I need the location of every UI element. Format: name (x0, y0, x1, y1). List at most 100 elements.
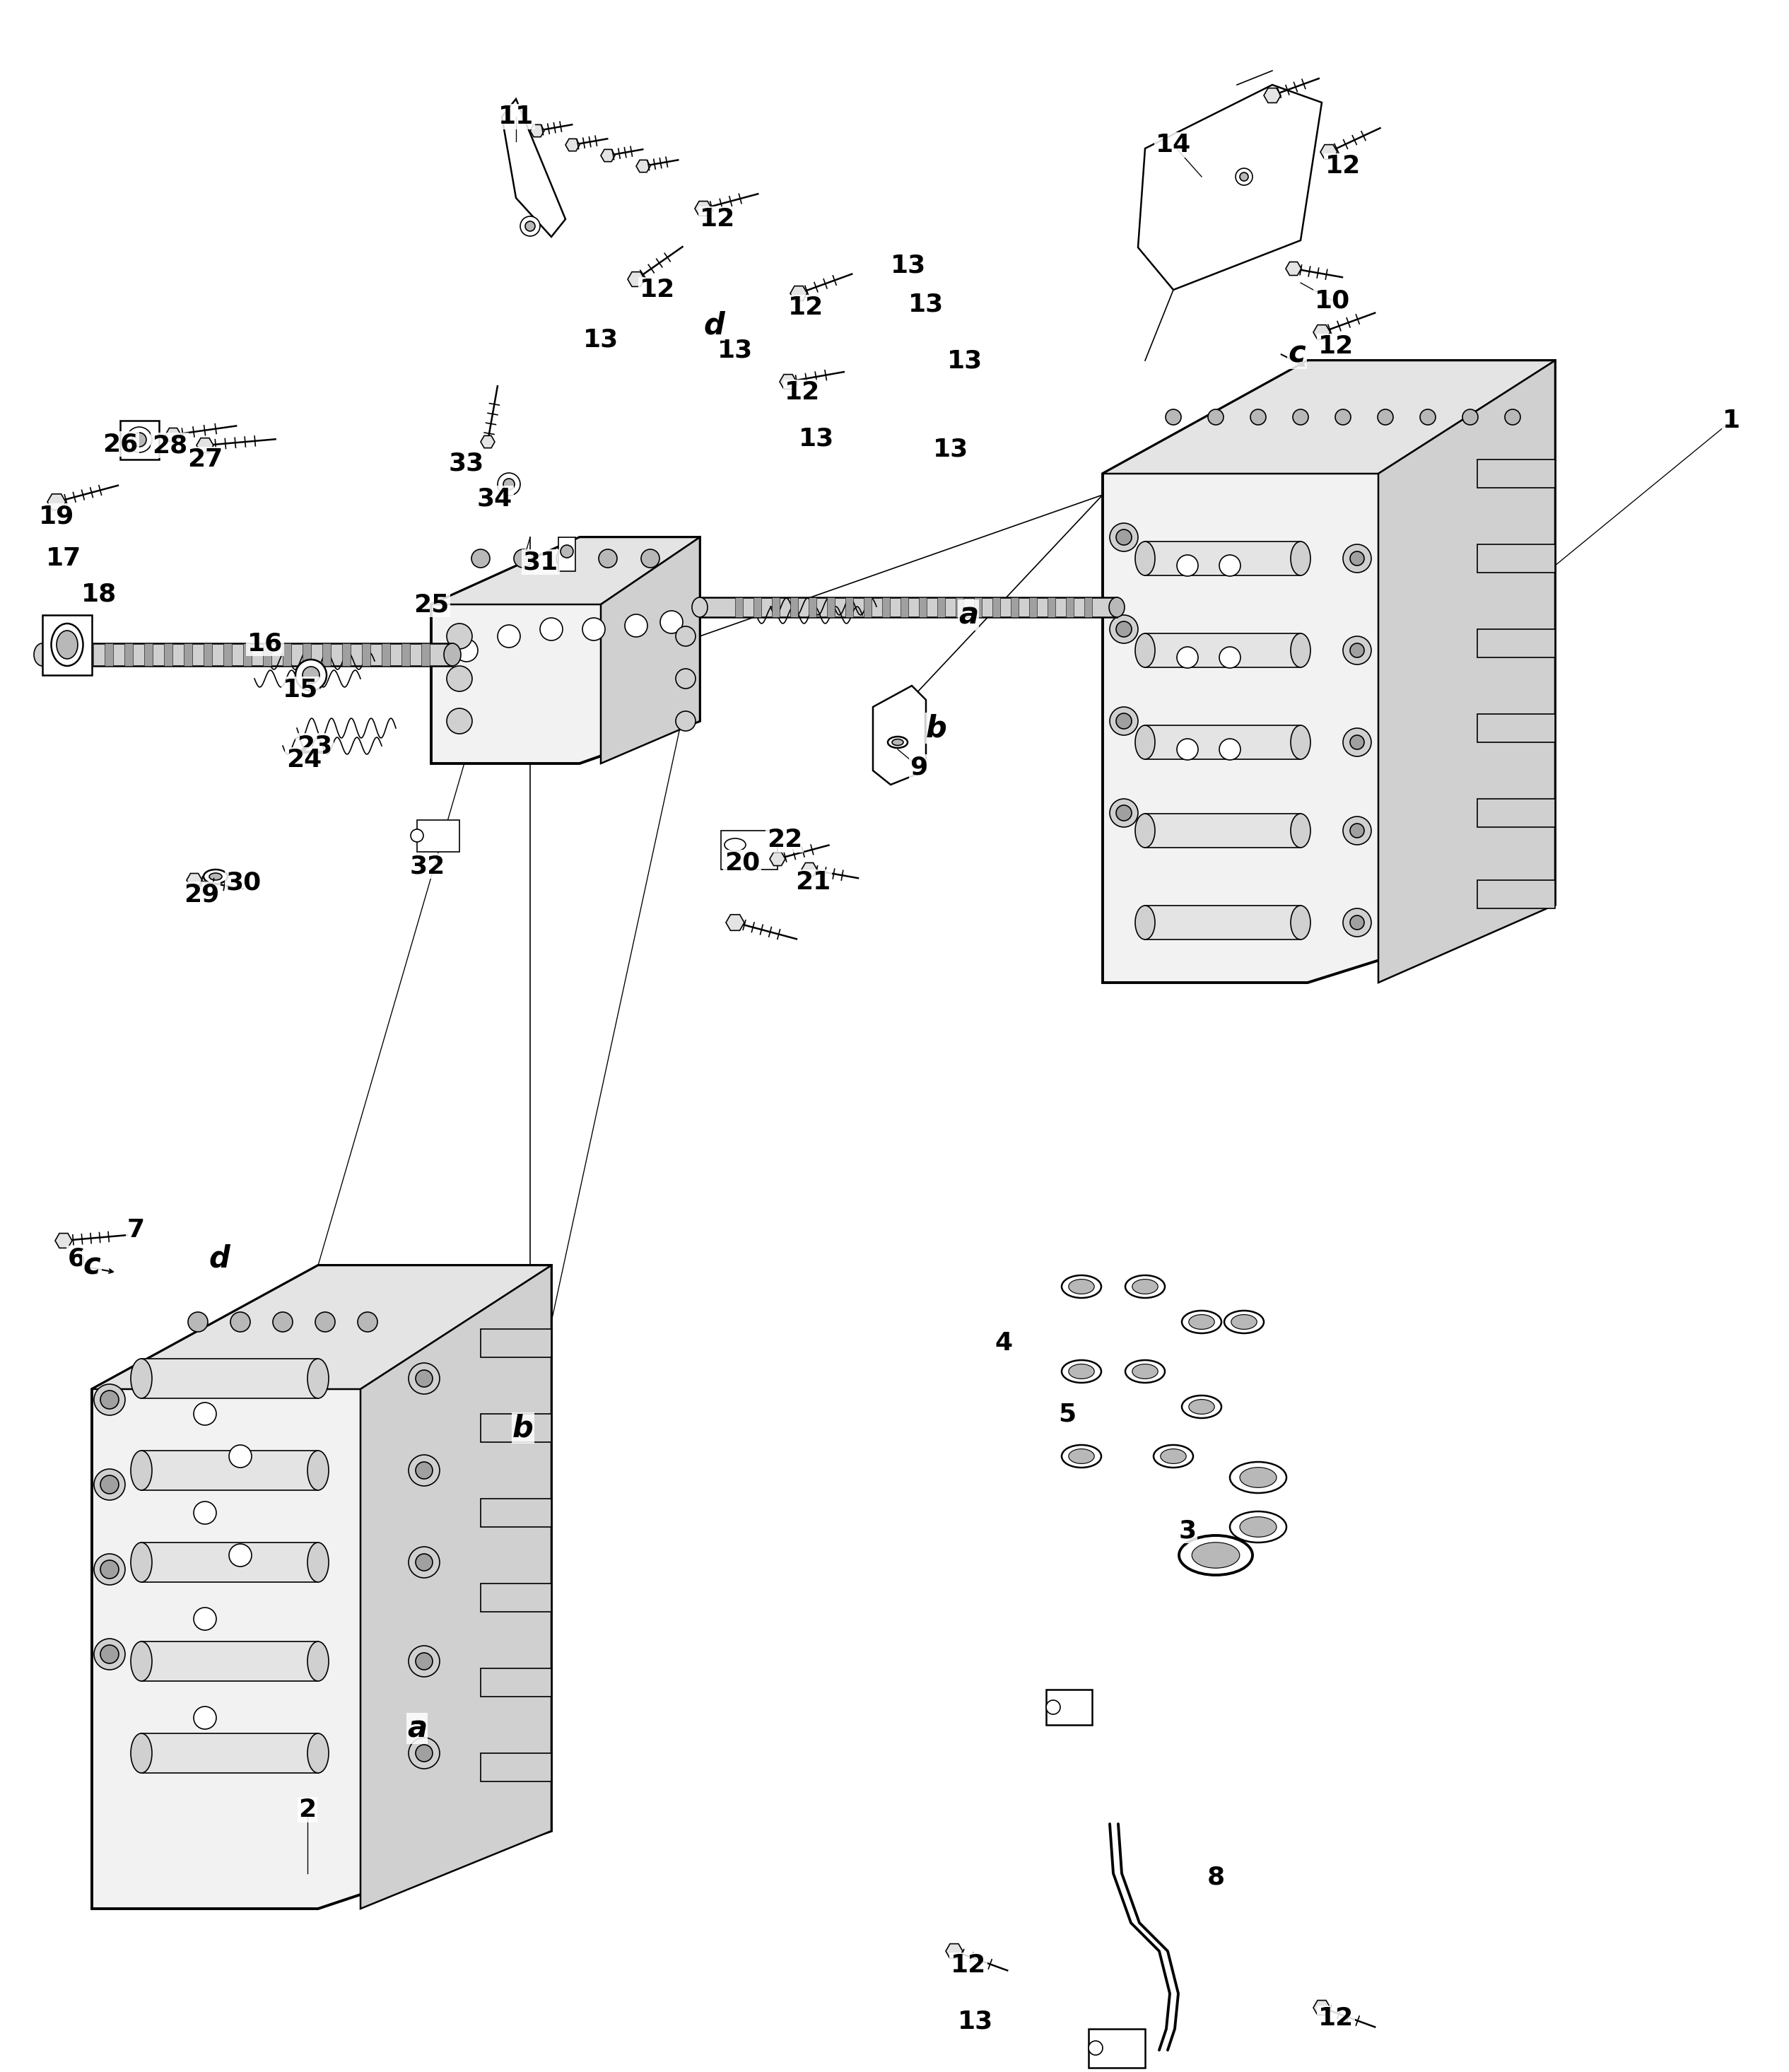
Bar (481, 1498, 551, 1527)
Text: 24: 24 (286, 748, 322, 773)
Bar (699, 597, 1116, 617)
Circle shape (521, 215, 540, 236)
Ellipse shape (308, 1641, 329, 1680)
Polygon shape (769, 852, 785, 866)
Ellipse shape (308, 1734, 329, 1774)
Circle shape (415, 1463, 433, 1479)
Ellipse shape (1240, 1467, 1277, 1488)
Bar (1478, 460, 1555, 487)
Ellipse shape (1229, 1510, 1286, 1542)
Ellipse shape (1132, 1278, 1157, 1293)
Ellipse shape (1191, 1542, 1240, 1569)
Ellipse shape (1125, 1274, 1165, 1297)
Circle shape (1116, 530, 1132, 545)
Bar (361, 642, 370, 665)
Text: 13: 13 (909, 292, 945, 317)
Circle shape (583, 617, 605, 640)
Polygon shape (873, 686, 927, 785)
Circle shape (1378, 410, 1394, 425)
Bar (1478, 630, 1555, 657)
Text: 28: 28 (152, 433, 188, 458)
Text: c: c (82, 1251, 100, 1280)
Bar (753, 597, 762, 617)
Circle shape (1344, 816, 1370, 845)
Ellipse shape (1290, 725, 1311, 758)
Circle shape (660, 611, 683, 634)
Circle shape (358, 1312, 377, 1332)
Text: 6: 6 (68, 1247, 86, 1270)
Polygon shape (694, 201, 712, 215)
Ellipse shape (1068, 1448, 1095, 1463)
Ellipse shape (1061, 1274, 1102, 1297)
Circle shape (1293, 410, 1308, 425)
Text: 2: 2 (299, 1798, 317, 1821)
Bar (184, 642, 191, 665)
Bar (120, 421, 159, 460)
Circle shape (415, 1745, 433, 1761)
Bar (481, 1413, 551, 1442)
Polygon shape (186, 874, 202, 887)
Bar (141, 1641, 318, 1680)
Text: 11: 11 (497, 104, 533, 128)
Ellipse shape (131, 1734, 152, 1774)
Ellipse shape (131, 1641, 152, 1680)
Circle shape (503, 479, 515, 489)
Text: 12: 12 (1318, 2006, 1354, 2031)
Ellipse shape (1125, 1359, 1165, 1382)
Circle shape (1351, 642, 1365, 657)
Circle shape (1166, 410, 1181, 425)
Ellipse shape (308, 1359, 329, 1399)
Circle shape (274, 1312, 293, 1332)
Bar (1478, 881, 1555, 908)
Bar (735, 597, 742, 617)
Circle shape (1220, 740, 1240, 760)
Bar (791, 597, 798, 617)
Circle shape (408, 1738, 440, 1769)
Text: 12: 12 (640, 278, 674, 303)
Ellipse shape (1290, 541, 1311, 576)
Text: 13: 13 (583, 327, 619, 352)
Ellipse shape (1179, 1535, 1252, 1575)
Circle shape (1351, 551, 1365, 566)
Text: 9: 9 (911, 754, 928, 779)
Ellipse shape (57, 630, 77, 659)
Text: 13: 13 (932, 437, 968, 460)
Bar (1478, 715, 1555, 742)
Polygon shape (565, 139, 580, 151)
Circle shape (95, 1554, 125, 1585)
Circle shape (513, 549, 533, 568)
Text: 15: 15 (283, 678, 318, 700)
Circle shape (1208, 410, 1224, 425)
Polygon shape (726, 914, 744, 930)
Ellipse shape (887, 738, 907, 748)
Circle shape (408, 1363, 440, 1394)
Text: 5: 5 (1059, 1403, 1077, 1426)
Ellipse shape (1290, 634, 1311, 667)
Polygon shape (431, 537, 699, 762)
Circle shape (188, 1312, 208, 1332)
Circle shape (1335, 410, 1351, 425)
Text: 19: 19 (39, 503, 75, 528)
Ellipse shape (1183, 1312, 1222, 1332)
Text: b: b (927, 713, 946, 744)
Bar (401, 642, 410, 665)
Text: 12: 12 (785, 381, 819, 404)
Circle shape (447, 665, 472, 692)
Bar (417, 821, 460, 852)
Text: 4: 4 (995, 1330, 1013, 1355)
Text: 12: 12 (1326, 153, 1361, 178)
Ellipse shape (308, 1450, 329, 1490)
Circle shape (1047, 1701, 1061, 1714)
Text: 17: 17 (47, 547, 81, 570)
Text: 13: 13 (717, 338, 753, 363)
Circle shape (1109, 707, 1138, 736)
Polygon shape (601, 537, 699, 762)
Polygon shape (1313, 1999, 1331, 2014)
Ellipse shape (1109, 597, 1125, 617)
Bar (125, 642, 132, 665)
Text: 20: 20 (725, 850, 760, 874)
Bar (283, 642, 292, 665)
Bar (243, 642, 252, 665)
Text: 13: 13 (957, 2010, 993, 2035)
Polygon shape (91, 1266, 551, 1908)
